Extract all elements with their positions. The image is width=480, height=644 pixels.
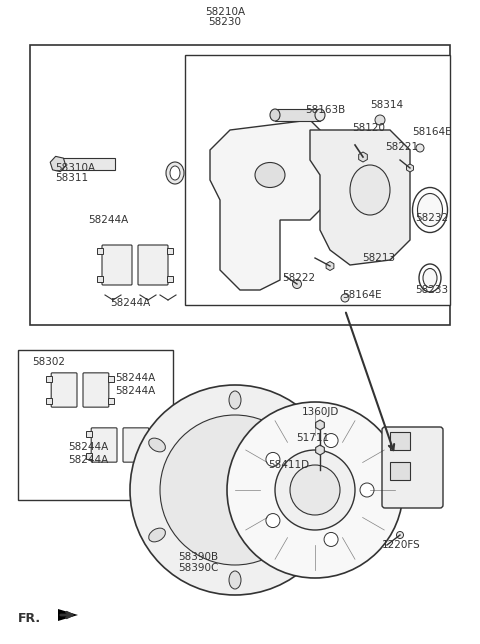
Circle shape	[292, 279, 301, 289]
Ellipse shape	[305, 528, 321, 542]
Circle shape	[227, 402, 403, 578]
Bar	[18, 350, 173, 500]
Text: 58213: 58213	[362, 253, 395, 263]
Text: FR.: FR.	[18, 612, 41, 625]
Circle shape	[324, 433, 338, 448]
Circle shape	[416, 144, 424, 152]
Ellipse shape	[350, 165, 390, 215]
Bar	[148, 453, 154, 459]
Ellipse shape	[305, 438, 321, 452]
Bar	[46, 398, 52, 404]
Circle shape	[266, 453, 280, 466]
Bar	[108, 398, 114, 404]
FancyBboxPatch shape	[91, 428, 117, 462]
Text: 58120: 58120	[352, 123, 385, 133]
Text: 58244A: 58244A	[110, 298, 150, 308]
Ellipse shape	[423, 269, 437, 287]
Text: 58232: 58232	[415, 213, 448, 223]
Polygon shape	[58, 609, 78, 621]
Text: 51711: 51711	[296, 433, 329, 443]
Ellipse shape	[149, 438, 166, 452]
Circle shape	[324, 533, 338, 547]
FancyBboxPatch shape	[102, 245, 132, 285]
Circle shape	[341, 294, 349, 302]
Bar	[167, 276, 173, 282]
Text: 58311: 58311	[55, 173, 88, 183]
Ellipse shape	[255, 162, 285, 187]
Bar	[86, 431, 92, 437]
Ellipse shape	[166, 162, 184, 184]
Polygon shape	[310, 130, 410, 265]
Bar	[275, 109, 320, 121]
Circle shape	[396, 531, 404, 538]
Text: 58244A: 58244A	[68, 455, 108, 465]
FancyBboxPatch shape	[83, 373, 109, 407]
Ellipse shape	[229, 571, 241, 589]
Bar	[390, 432, 410, 450]
Circle shape	[266, 513, 280, 527]
Bar	[97, 248, 103, 254]
Ellipse shape	[229, 391, 241, 409]
Text: 58390C: 58390C	[178, 563, 218, 573]
Ellipse shape	[419, 264, 441, 292]
Text: 58310A: 58310A	[55, 163, 95, 173]
Bar	[86, 453, 92, 459]
Text: 58244A: 58244A	[115, 373, 155, 383]
Circle shape	[130, 385, 340, 595]
Polygon shape	[210, 120, 330, 290]
Bar	[108, 376, 114, 382]
Text: 58302: 58302	[32, 357, 65, 367]
Bar	[167, 248, 173, 254]
Text: 58164E: 58164E	[412, 127, 452, 137]
FancyBboxPatch shape	[51, 373, 77, 407]
Text: 58164E: 58164E	[342, 290, 382, 300]
Ellipse shape	[315, 109, 325, 121]
Bar	[46, 376, 52, 382]
Text: 58210A: 58210A	[205, 7, 245, 17]
Ellipse shape	[418, 193, 443, 227]
Bar	[390, 462, 410, 480]
Text: 1220FS: 1220FS	[382, 540, 421, 550]
Bar	[97, 276, 103, 282]
Text: 58221: 58221	[385, 142, 418, 152]
FancyBboxPatch shape	[123, 428, 149, 462]
Text: 58163B: 58163B	[305, 105, 345, 115]
FancyBboxPatch shape	[382, 427, 443, 508]
Text: 58222: 58222	[282, 273, 315, 283]
Text: 58390B: 58390B	[178, 552, 218, 562]
Bar	[148, 431, 154, 437]
Ellipse shape	[412, 187, 447, 232]
Text: 58314: 58314	[370, 100, 403, 110]
Circle shape	[375, 115, 385, 125]
Circle shape	[275, 450, 355, 530]
Ellipse shape	[149, 528, 166, 542]
Text: 58230: 58230	[208, 17, 241, 27]
Text: 1360JD: 1360JD	[302, 407, 339, 417]
Text: 58244A: 58244A	[88, 215, 128, 225]
FancyBboxPatch shape	[138, 245, 168, 285]
Text: 58233: 58233	[415, 285, 448, 295]
Text: 58244A: 58244A	[115, 386, 155, 396]
Circle shape	[360, 483, 374, 497]
Circle shape	[290, 465, 340, 515]
Text: 58244A: 58244A	[68, 442, 108, 452]
Ellipse shape	[170, 166, 180, 180]
Circle shape	[160, 415, 310, 565]
Ellipse shape	[270, 109, 280, 121]
Bar	[55, 158, 115, 170]
Text: 58411D: 58411D	[268, 460, 309, 470]
Bar	[30, 45, 450, 325]
Bar	[185, 55, 450, 305]
